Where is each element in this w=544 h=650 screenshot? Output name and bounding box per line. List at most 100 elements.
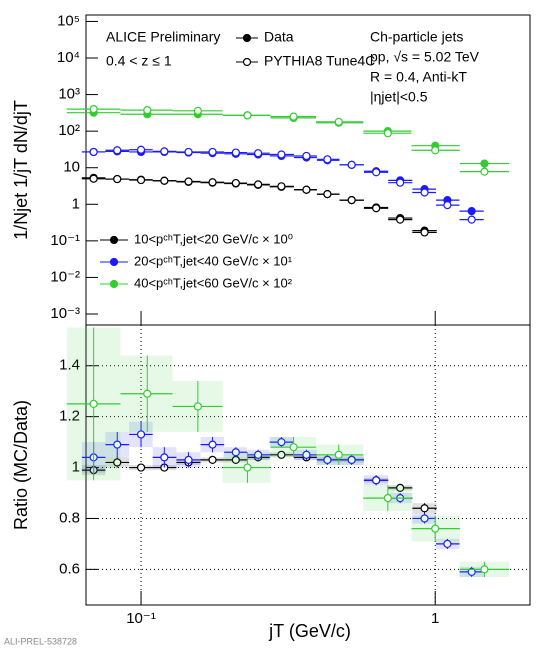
- mc-point: [383, 129, 392, 138]
- legend-marker: [242, 33, 252, 43]
- legend-label: Data: [264, 29, 294, 45]
- y-tick-label: 10⁻¹: [50, 232, 80, 249]
- legend-marker: [109, 235, 119, 245]
- y-tick-label: 10⁻³: [50, 305, 80, 322]
- y-tick-label: 10⁻²: [50, 268, 80, 285]
- mc-point: [289, 112, 298, 121]
- mc-point: [254, 180, 263, 189]
- annotation: R = 0.4, Anti-kT: [370, 69, 467, 85]
- ratio-point: [467, 567, 476, 577]
- mc-point: [160, 176, 169, 185]
- y-tick-label: 0.6: [59, 560, 80, 577]
- ratio-point: [254, 450, 263, 459]
- y-tick-label: 1.4: [59, 357, 80, 374]
- mc-point: [372, 204, 381, 213]
- mc-point: [323, 155, 332, 164]
- mc-point: [420, 228, 429, 237]
- ratio-point: [347, 455, 356, 465]
- mc-point: [254, 149, 263, 158]
- mc-point: [160, 147, 169, 156]
- ratio-point: [443, 539, 452, 549]
- mc-point: [143, 106, 152, 115]
- mc-point: [443, 200, 452, 210]
- ratio-point: [193, 402, 202, 411]
- legend-label: 10<pᶜʰT,jet<20 GeV/c × 10⁰: [134, 231, 293, 246]
- ratio-point: [334, 450, 343, 459]
- legend-label: 20<pᶜʰT,jet<40 GeV/c × 10¹: [134, 253, 293, 268]
- ratio-point: [143, 389, 152, 398]
- mc-point: [396, 215, 405, 224]
- mc-point: [231, 178, 240, 188]
- ratio-point: [184, 455, 193, 465]
- y-tick-label: 0.8: [59, 509, 80, 526]
- data-point: [480, 159, 489, 168]
- ratio-point: [208, 455, 217, 465]
- mc-point: [347, 196, 356, 205]
- ratio-point: [136, 430, 146, 439]
- ratio-point: [372, 476, 381, 485]
- ratio-point: [302, 450, 311, 459]
- ratio-point: [289, 443, 298, 452]
- x-tick-label: 10⁻¹: [126, 610, 156, 627]
- annotation: |ηjet|<0.5: [370, 89, 428, 105]
- mc-point: [208, 147, 217, 157]
- ratio-point: [323, 455, 332, 465]
- mc-point: [302, 185, 311, 194]
- mc-point: [277, 150, 286, 159]
- data-point: [467, 207, 476, 216]
- mc-point: [184, 147, 193, 157]
- mc-point: [231, 148, 240, 157]
- ratio-point: [160, 453, 169, 462]
- annotation: pp, √s = 5.02 TeV: [370, 49, 480, 65]
- ratio-point: [277, 437, 286, 447]
- y-tick-label: 10⁴: [57, 49, 80, 66]
- mc-point: [89, 105, 98, 114]
- mc-point: [89, 174, 98, 183]
- mc-point: [431, 146, 440, 155]
- y-axis-label: 1/Njet 1/jT dN/djT: [11, 100, 31, 240]
- y-tick-label: 1: [72, 195, 80, 212]
- ratio-point: [113, 440, 122, 449]
- mc-point: [480, 167, 489, 176]
- mc-point: [372, 168, 381, 177]
- legend-label: PYTHIA8 Tune4C: [264, 53, 375, 69]
- mc-point: [467, 215, 476, 224]
- ratio-point: [89, 399, 98, 409]
- ratio-point: [277, 450, 286, 459]
- y-tick-label: 10⁵: [57, 12, 80, 29]
- y-tick-label: 10²: [58, 122, 80, 139]
- footer: ALI-PREL-538728: [4, 636, 77, 646]
- mc-point: [243, 111, 252, 120]
- annotation: ALICE Preliminary: [106, 29, 220, 45]
- ratio-point: [136, 463, 146, 472]
- legend-marker: [109, 257, 119, 267]
- mc-point: [334, 117, 343, 126]
- ratio-point: [243, 463, 252, 472]
- mc-point: [89, 147, 98, 157]
- y-axis-label: Ratio (MC/Data): [11, 400, 31, 530]
- legend-label: 40<pᶜʰT,jet<60 GeV/c × 10²: [134, 275, 293, 290]
- ratio-point: [431, 524, 440, 533]
- annotation: Ch-particle jets: [370, 29, 463, 45]
- ratio-point: [420, 504, 429, 513]
- mc-point: [136, 145, 146, 154]
- x-axis-label: jT (GeV/c): [268, 621, 351, 641]
- ratio-point: [480, 565, 489, 574]
- x-tick-label: 1: [431, 610, 439, 627]
- legend-marker: [109, 279, 119, 289]
- mc-point: [323, 189, 332, 199]
- mc-point: [193, 106, 202, 115]
- mc-point: [396, 178, 405, 187]
- mc-point: [184, 177, 193, 186]
- y-tick-label: 1: [72, 459, 80, 476]
- ratio-point: [208, 440, 217, 449]
- ratio-point: [113, 458, 122, 467]
- ratio-point: [396, 483, 405, 493]
- ratio-point: [420, 514, 429, 523]
- y-tick-label: 1.2: [59, 408, 80, 425]
- mc-point: [208, 178, 217, 187]
- bottom-frame: [85, 324, 531, 606]
- ratio-point: [231, 448, 240, 457]
- mc-point: [302, 151, 311, 161]
